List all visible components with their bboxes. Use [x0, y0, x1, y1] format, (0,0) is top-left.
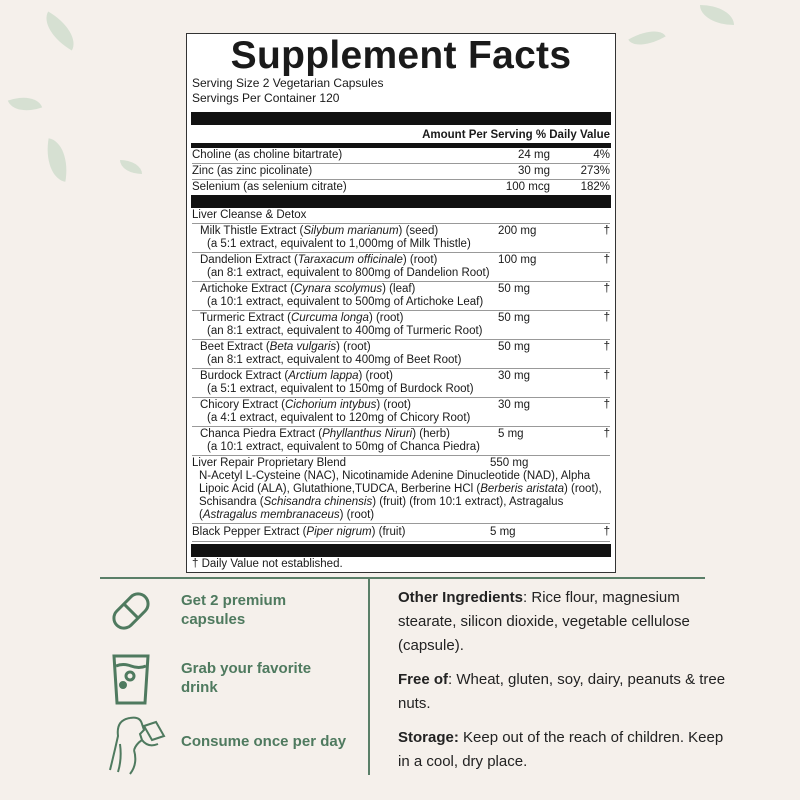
leaf-decoration: [628, 22, 666, 54]
nutrient-row: Selenium (as selenium citrate) 100 mcg 182…: [192, 181, 610, 193]
nutrient-row: Zinc (as zinc picolinate) 30 mg 273%: [192, 164, 610, 180]
free-of: Free of: Wheat, gluten, soy, dairy, pean…: [398, 671, 726, 712]
divider-vertical: [368, 577, 370, 775]
ingredient-row: Artichoke Extract (Cynara scolymus) (lea…: [192, 282, 610, 311]
woman-drinking-icon: [109, 716, 166, 775]
leaf-decoration: [37, 11, 83, 51]
ingredient-row: Chicory Extract (Cichorium intybus) (roo…: [192, 398, 610, 427]
ingredient-row: Beet Extract (Beta vulgaris) (root) 50 mg…: [192, 340, 610, 369]
serving-size: Serving Size 2 Vegetarian Capsules: [192, 76, 384, 90]
nutrient-row: Choline (as choline bitartrate) 24 mg 4%: [192, 148, 610, 164]
column-header: Amount Per Serving % Daily Value: [422, 129, 610, 141]
divider-horizontal: [100, 577, 705, 579]
capsule-icon: [112, 592, 150, 630]
label-title: Supplement Facts: [230, 34, 572, 77]
ingredient-row: Burdock Extract (Arctium lappa) (root) 30…: [192, 369, 610, 398]
supplement-facts-label: Supplement Facts Serving Size 2 Vegetari…: [186, 33, 616, 573]
leaf-decoration: [41, 138, 73, 182]
ingredient-row: Turmeric Extract (Curcuma longa) (root) 5…: [192, 311, 610, 340]
ingredient-row: Milk Thistle Extract (Silybum marianum) …: [192, 224, 610, 253]
leaf-decoration: [700, 5, 734, 25]
step-drink: Grab your favorite drink: [108, 654, 358, 706]
divider: [191, 195, 611, 208]
other-ingredients: Other Ingredients: Rice flour, magnesium…: [398, 589, 690, 654]
divider: [191, 143, 611, 148]
blend-title: Liver Cleanse & Detox: [192, 208, 610, 224]
divider: [191, 112, 611, 125]
leaf-decoration: [120, 160, 142, 174]
step-capsules: Get 2 premium capsules: [108, 588, 358, 638]
glass-icon: [112, 654, 150, 705]
leaf-decoration: [7, 90, 43, 118]
step-consume: Consume once per day: [108, 714, 358, 776]
footnote: † Daily Value not established.: [192, 558, 343, 570]
black-pepper-row: Black Pepper Extract (Piper nigrum) (fru…: [192, 524, 610, 542]
servings-per-container: Servings Per Container 120: [192, 91, 340, 105]
storage: Storage: Keep out of the reach of childr…: [398, 729, 724, 770]
ingredient-row: Chanca Piedra Extract (Phyllanthus Nirur…: [192, 427, 610, 456]
blend-liver-repair: Liver Repair Proprietary Blend 550 mg N-A…: [192, 456, 610, 524]
divider: [191, 544, 611, 557]
ingredient-row: Dandelion Extract (Taraxacum officinale)…: [192, 253, 610, 282]
